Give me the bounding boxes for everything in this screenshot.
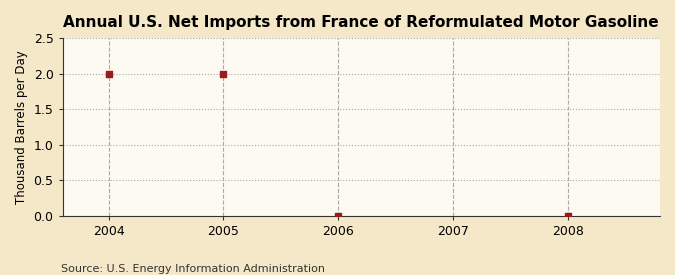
Y-axis label: Thousand Barrels per Day: Thousand Barrels per Day — [15, 50, 28, 204]
Point — [103, 72, 114, 76]
Point — [218, 72, 229, 76]
Point — [333, 214, 344, 218]
Title: Annual U.S. Net Imports from France of Reformulated Motor Gasoline: Annual U.S. Net Imports from France of R… — [63, 15, 659, 30]
Text: Source: U.S. Energy Information Administration: Source: U.S. Energy Information Administ… — [61, 264, 325, 274]
Point — [563, 214, 574, 218]
